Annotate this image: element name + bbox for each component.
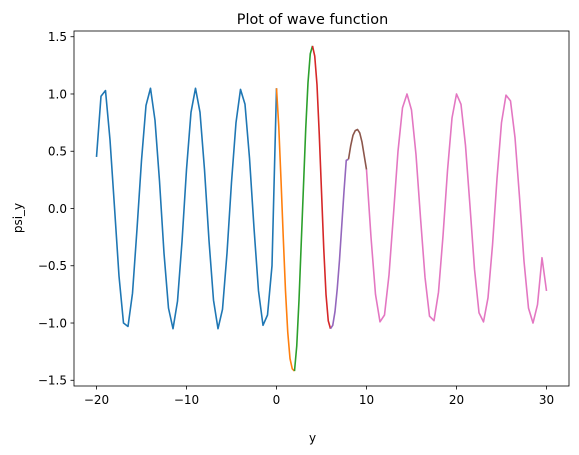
series-line-6	[347, 128, 368, 170]
axes-frame	[73, 30, 570, 387]
y-axis-label: psi_y	[11, 203, 25, 233]
x-axis-ticks: −20 −10 0 10 20 30	[84, 386, 554, 407]
y-tick-label: −1.0	[38, 316, 67, 330]
plot-area	[95, 45, 548, 372]
x-tick-label: 0	[273, 393, 281, 407]
series-line-4	[311, 45, 332, 329]
x-tick-label: 20	[449, 393, 464, 407]
x-tick-label: 10	[359, 393, 374, 407]
series-line-5	[329, 158, 349, 330]
x-tick-label: 30	[539, 393, 554, 407]
y-tick-label: −0.5	[38, 259, 67, 273]
x-tick-label: −10	[174, 393, 199, 407]
y-axis-ticks: −1.5 −1.0 −0.5 0.0 0.5 1.0 1.5	[38, 30, 74, 388]
chart-title: Plot of wave function	[237, 12, 388, 28]
x-axis-label: y	[309, 431, 316, 445]
series-line-2	[275, 88, 296, 372]
y-tick-label: −1.5	[38, 374, 67, 388]
series-line-1	[95, 87, 278, 330]
series-line-3	[293, 45, 314, 372]
y-tick-label: 0.0	[48, 202, 67, 216]
x-tick-label: −20	[84, 393, 109, 407]
y-tick-label: 0.5	[48, 145, 67, 159]
y-tick-label: 1.0	[48, 87, 67, 101]
series-line-7	[365, 93, 548, 324]
y-tick-label: 1.5	[48, 30, 67, 44]
